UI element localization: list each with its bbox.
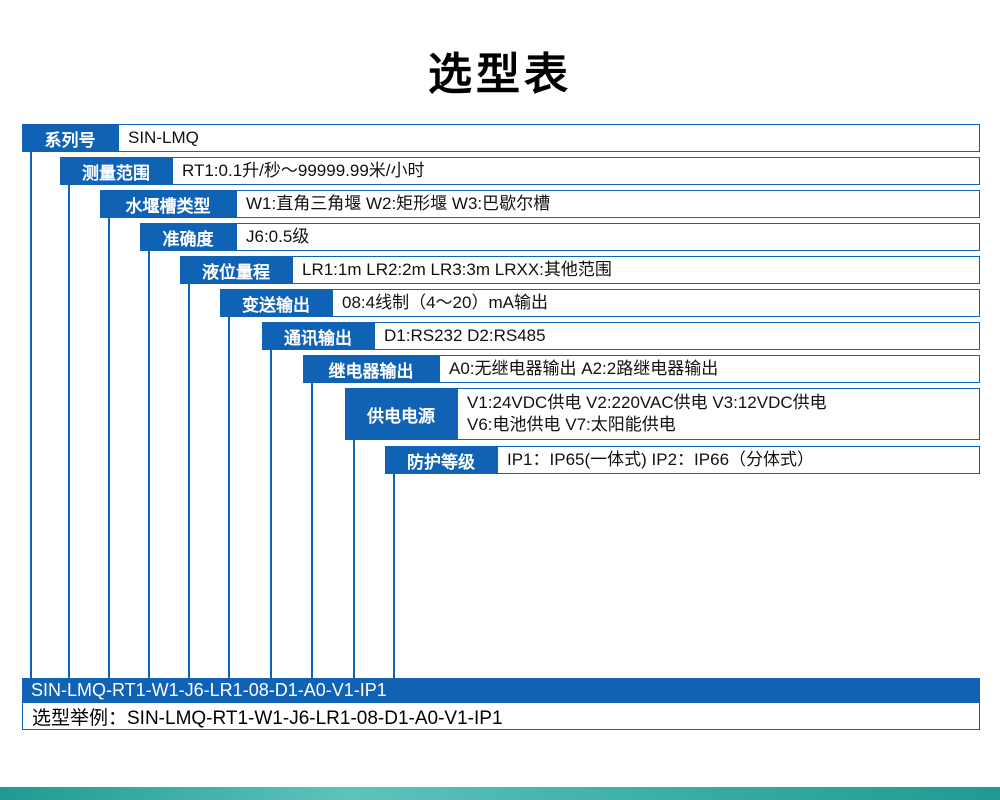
connector-line <box>148 251 150 678</box>
row-content: SIN-LMQ <box>118 124 980 152</box>
row-weir-type: 水堰槽类型 W1:直角三角堰 W2:矩形堰 W3:巴歇尔槽 <box>100 190 980 218</box>
row-comm-output: 通讯输出 D1:RS232 D2:RS485 <box>262 322 980 350</box>
bottom-decorative-strip <box>0 787 1000 800</box>
row-relay-output: 继电器输出 A0:无继电器输出 A2:2路继电器输出 <box>303 355 980 383</box>
row-series: 系列号 SIN-LMQ <box>22 124 980 152</box>
model-example-bar: 选型举例：SIN-LMQ-RT1-W1-J6-LR1-08-D1-A0-V1-I… <box>22 702 980 730</box>
row-label: 液位量程 <box>180 256 292 284</box>
row-content: V1:24VDC供电 V2:220VAC供电 V3:12VDC供电 V6:电池供… <box>457 388 980 440</box>
row-accuracy: 准确度 J6:0.5级 <box>140 223 980 251</box>
connector-line <box>353 440 355 678</box>
row-content: W1:直角三角堰 W2:矩形堰 W3:巴歇尔槽 <box>236 190 980 218</box>
connector-line <box>108 218 110 678</box>
row-content: J6:0.5级 <box>236 223 980 251</box>
row-content: LR1:1m LR2:2m LR3:3m LRXX:其他范围 <box>292 256 980 284</box>
row-level-range: 液位量程 LR1:1m LR2:2m LR3:3m LRXX:其他范围 <box>180 256 980 284</box>
row-content: IP1：IP65(一体式) IP2：IP66（分体式） <box>497 446 980 474</box>
row-measure-range: 测量范围 RT1:0.1升/秒～99999.99米/小时 <box>60 157 980 185</box>
row-label: 变送输出 <box>220 289 332 317</box>
connector-line <box>68 185 70 678</box>
row-label: 测量范围 <box>60 157 172 185</box>
row-label: 供电电源 <box>345 388 457 440</box>
connector-line <box>270 350 272 678</box>
row-power-supply: 供电电源 V1:24VDC供电 V2:220VAC供电 V3:12VDC供电 V… <box>345 388 980 440</box>
connector-line <box>30 152 32 678</box>
row-label: 准确度 <box>140 223 236 251</box>
row-label: 通讯输出 <box>262 322 374 350</box>
row-content: RT1:0.1升/秒～99999.99米/小时 <box>172 157 980 185</box>
model-code-bar: SIN-LMQ-RT1-W1-J6-LR1-08-D1-A0-V1-IP1 <box>22 678 980 702</box>
connector-line <box>188 284 190 678</box>
page-title: 选型表 <box>428 50 572 99</box>
row-content: 08:4线制（4～20）mA输出 <box>332 289 980 317</box>
connector-line <box>228 317 230 678</box>
row-label: 防护等级 <box>385 446 497 474</box>
row-label: 系列号 <box>22 124 118 152</box>
connector-line <box>393 474 395 678</box>
row-protection-level: 防护等级 IP1：IP65(一体式) IP2：IP66（分体式） <box>385 446 980 474</box>
row-label: 继电器输出 <box>303 355 439 383</box>
row-label: 水堰槽类型 <box>100 190 236 218</box>
connector-line <box>311 383 313 678</box>
row-content: D1:RS232 D2:RS485 <box>374 322 980 350</box>
row-transmit-output: 变送输出 08:4线制（4～20）mA输出 <box>220 289 980 317</box>
row-content: A0:无继电器输出 A2:2路继电器输出 <box>439 355 980 383</box>
